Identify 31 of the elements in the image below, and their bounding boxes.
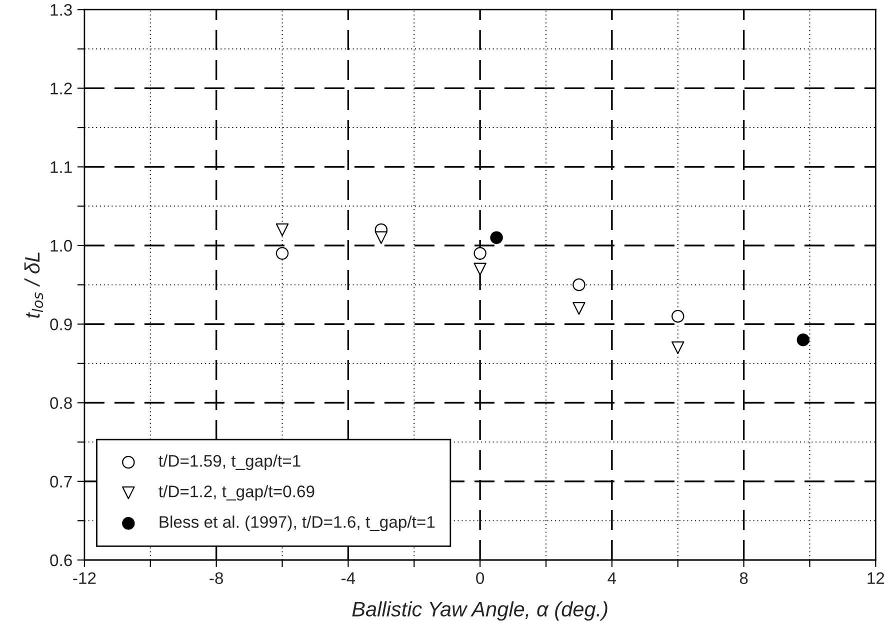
x-tick-label: 8 xyxy=(740,572,748,584)
x-tick-label: 12 xyxy=(868,572,884,584)
legend-label: Bless et al. (1997), t/D=1.6, t_gap/t=1 xyxy=(160,516,435,532)
y-tick-label: 1.0 xyxy=(50,240,72,252)
point xyxy=(572,302,586,315)
x-tick-label: 0 xyxy=(476,572,484,584)
legend-label: t/D=1.2, t_gap/t=0.69 xyxy=(158,485,314,501)
y-tick-label: 0.7 xyxy=(50,476,72,488)
point xyxy=(796,333,810,346)
x-tick-label: -8 xyxy=(210,572,224,584)
y-tick-label: 0.9 xyxy=(50,318,72,330)
x-tick-label: 4 xyxy=(608,572,616,584)
point xyxy=(671,310,684,323)
y-tick-label: 1.2 xyxy=(50,82,72,94)
point xyxy=(276,223,289,236)
point xyxy=(490,231,503,244)
point xyxy=(276,246,289,260)
point xyxy=(572,278,586,292)
y-tick-label: 0.8 xyxy=(50,397,72,409)
y-tick-label: 0.6 xyxy=(50,554,72,566)
point xyxy=(671,341,684,354)
x-tick-label: -12 xyxy=(73,572,96,584)
point xyxy=(474,246,486,260)
point xyxy=(474,262,486,276)
y-tick-label: 1.1 xyxy=(50,161,72,173)
x-axis-title: Ballistic Yaw Angle, α (deg.) xyxy=(352,601,608,621)
y-axis-title: t$_{los}$ / δL xyxy=(24,252,44,318)
legend-label: t/D=1.59, t_gap/t=1 xyxy=(158,454,300,470)
point xyxy=(374,231,388,244)
y-tick-label: 1.3 xyxy=(50,4,72,16)
x-tick-label: -4 xyxy=(342,572,356,584)
